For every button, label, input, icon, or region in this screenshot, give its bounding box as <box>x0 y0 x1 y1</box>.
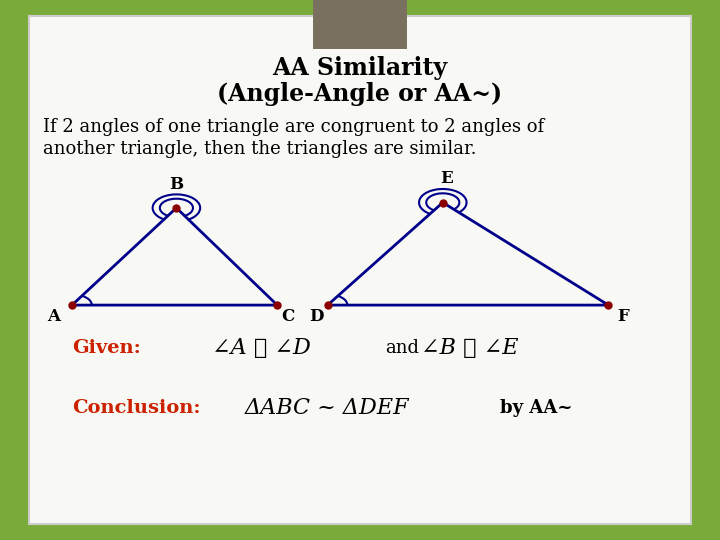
Text: Given:: Given: <box>72 339 140 357</box>
Text: and: and <box>385 339 419 357</box>
Text: ΔABC ~ ΔDEF: ΔABC ~ ΔDEF <box>245 397 410 418</box>
Text: C: C <box>282 308 294 325</box>
Text: by AA~: by AA~ <box>500 399 573 417</box>
Text: ∠A ≅ ∠D: ∠A ≅ ∠D <box>212 338 311 359</box>
Text: AA Similarity: AA Similarity <box>272 56 448 79</box>
Text: If 2 angles of one triangle are congruent to 2 angles of: If 2 angles of one triangle are congruen… <box>43 118 544 136</box>
Text: F: F <box>617 308 629 325</box>
Text: ∠B ≅ ∠E: ∠B ≅ ∠E <box>421 338 518 359</box>
Text: A: A <box>48 308 60 325</box>
Text: another triangle, then the triangles are similar.: another triangle, then the triangles are… <box>43 139 477 158</box>
Text: E: E <box>440 171 453 187</box>
Text: Conclusion:: Conclusion: <box>72 399 200 417</box>
Text: B: B <box>169 176 184 193</box>
Text: D: D <box>310 308 324 325</box>
Text: (Angle-Angle or AA~): (Angle-Angle or AA~) <box>217 83 503 106</box>
